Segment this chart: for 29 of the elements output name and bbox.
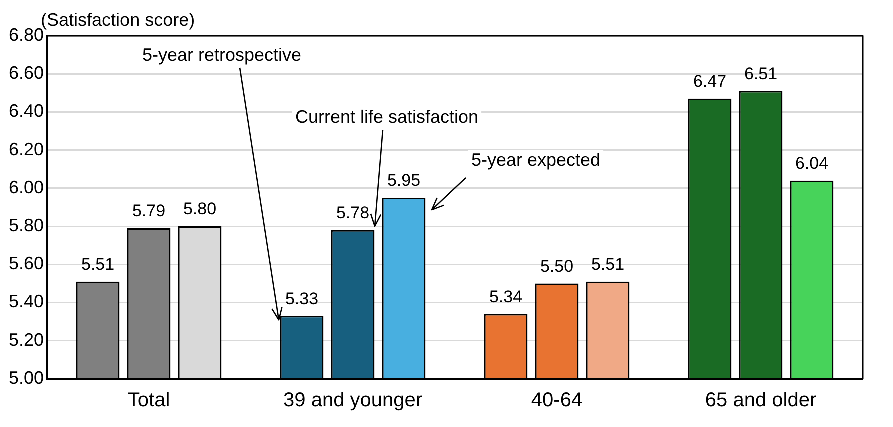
y-tick-label: 5.00 [8,368,44,388]
data-label: 5.50 [540,256,574,276]
y-tick-label: 5.80 [8,216,44,236]
data-label: 5.51 [81,255,115,274]
x-tick-label: 65 and older [705,390,817,412]
y-tick-label: 6.60 [8,63,44,84]
x-tick-label: 39 and younger [284,390,423,412]
y-tick-label: 5.40 [8,292,44,312]
y-tick-label: 6.40 [8,101,44,122]
y-tick-label: 6.20 [8,139,44,160]
y-tick-label: 5.60 [8,254,44,274]
text: Current life satisfaction [295,106,479,127]
data-label: 5.78 [336,204,370,223]
y-axis-title: (Satisfaction score) [41,10,196,30]
data-label: 5.79 [132,202,166,221]
text: 5-year retrospective [142,44,302,65]
text: 5-year expected [471,150,601,170]
data-label: 6.47 [693,72,727,92]
y-tick-label: 6.00 [8,177,44,198]
data-label: 5.33 [285,289,319,308]
x-tick-label: 40-64 [531,390,583,412]
data-label: 6.51 [744,64,778,84]
y-tick-label: 5.20 [8,330,44,350]
data-label: 5.51 [591,255,625,274]
x-tick-label: Total [128,390,170,412]
data-label: 5.95 [387,171,421,190]
data-label: 6.04 [795,154,829,174]
data-label: 5.34 [489,287,523,306]
data-label: 5.80 [183,200,217,219]
